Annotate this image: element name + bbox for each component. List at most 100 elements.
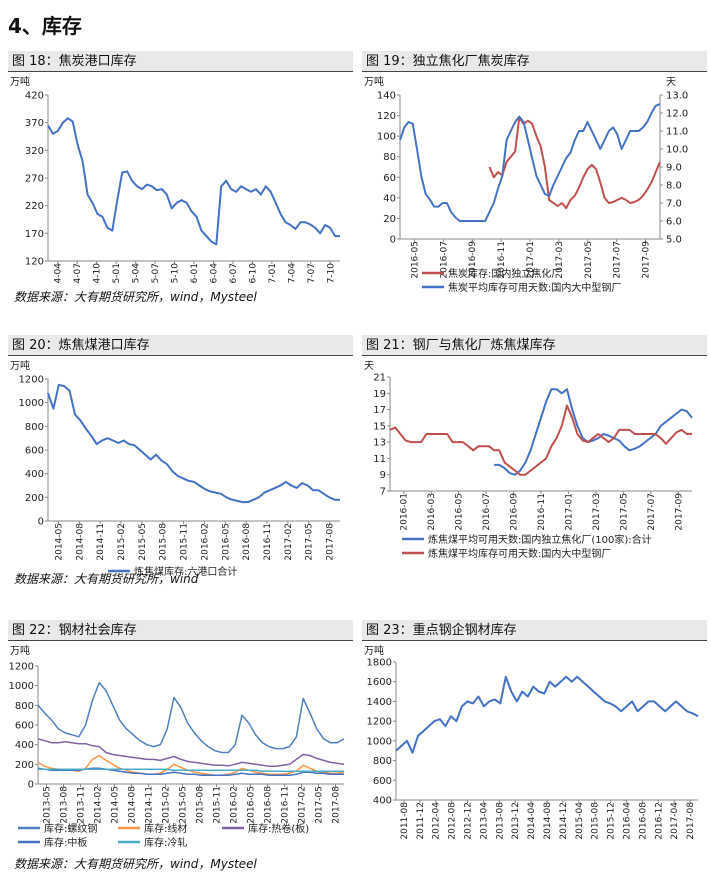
series-line-1	[37, 754, 345, 776]
x-tick-label: 2012-12	[464, 802, 474, 840]
y-tick-label: 60	[383, 173, 396, 184]
x-tick-label: 2016-07	[229, 263, 239, 283]
x-tick-label: 2012-08	[448, 802, 458, 840]
x-tick-label: 2016-05	[455, 493, 465, 531]
x-tick-label: 2014-07	[73, 263, 83, 283]
data-source: 数据来源：大有期货研究所，wind，Mysteel	[14, 857, 257, 871]
x-tick-label: 2017-07	[307, 263, 317, 283]
x-tick-label: 2015-10	[171, 263, 181, 283]
x-tick-label: 2015-11	[180, 523, 190, 561]
y-tick-label: 170	[25, 229, 44, 240]
x-tick-label: 2017-08	[686, 802, 696, 840]
y-tick-label: 9	[380, 470, 386, 481]
y-tick-label: 1000	[19, 398, 44, 409]
x-tick-label: 2014-11	[96, 523, 106, 561]
series-line-1	[399, 103, 661, 222]
x-tick-label: 2014-10	[93, 263, 103, 283]
y-tick-label: 800	[373, 756, 392, 767]
y-tick-label: 600	[373, 776, 392, 787]
x-tick-label: 2014-04	[54, 263, 64, 283]
x-tick-label: 2016-07	[439, 241, 449, 279]
section-title: 4、库存	[8, 14, 82, 38]
x-tick-label: 2015-02	[117, 523, 127, 561]
y-tick-label: 80	[383, 152, 396, 163]
y-tick-label: 270	[25, 174, 44, 185]
x-tick-label: 2015-11	[213, 786, 223, 824]
x-tick-label: 2014-08	[543, 802, 553, 840]
x-tick-label: 2016-12	[654, 802, 664, 840]
x-tick-label: 2017-09	[674, 493, 684, 531]
x-tick-label: 2017-05	[305, 523, 315, 561]
x-tick-label: 2014-02	[94, 786, 104, 824]
y-tick-label: 200	[25, 493, 44, 504]
y-tick-label: 320	[25, 146, 44, 157]
series-line-0	[47, 383, 340, 504]
x-tick-label: 2014-05	[111, 786, 121, 824]
x-tick-label: 2016-11	[281, 786, 291, 824]
x-tick-label: 2016-04	[209, 263, 219, 283]
y-tick-label: 20	[383, 214, 396, 225]
x-tick-label: 2014-08	[75, 523, 85, 561]
x-tick-label: 2017-04	[287, 263, 297, 283]
x-tick-label: 2017-02	[284, 523, 294, 561]
y-axis-unit: 万吨	[10, 644, 30, 657]
y-tick-label: 1600	[367, 677, 392, 688]
x-tick-label: 2014-04	[527, 802, 537, 840]
y-tick-label: 17	[373, 405, 386, 416]
y-tick-label: 1200	[19, 375, 44, 386]
series-line-1	[389, 404, 692, 476]
y-tick-label: 19	[373, 389, 386, 400]
x-tick-label: 2015-05	[138, 523, 148, 561]
y-tick-label: 21	[373, 373, 386, 384]
x-tick-label: 2016-10	[248, 263, 258, 283]
y2-tick-label: 11.0	[666, 127, 688, 138]
chart-title: 图 22：钢材社会库存	[8, 620, 353, 641]
chart-panel-20: 图 20：炼焦煤港口库存 万吨 1200 1000 800 600 400 200 0 2014…	[8, 335, 353, 578]
x-tick-label: 2016-05	[410, 241, 420, 279]
chart-panel-21: 图 21：钢厂与焦化厂炼焦煤库存 天 21 19 17 15 13 11 9 7 2016-01 2…	[362, 335, 707, 567]
x-tick-label: 2016-11	[497, 241, 507, 279]
y2-tick-label: 12.0	[666, 109, 688, 120]
x-tick-label: 2014-11	[145, 786, 155, 824]
legend-label: 焦炭平均库存可用天数:国内大中型钢厂	[448, 281, 621, 294]
y2-tick-label: 8.0	[666, 181, 682, 192]
y2-tick-label: 10.0	[666, 145, 688, 156]
chart-title: 图 21：钢厂与焦化厂炼焦煤库存	[362, 335, 707, 356]
x-tick-label: 2017-05	[619, 493, 629, 531]
y-axis-unit: 天	[364, 361, 374, 372]
legend-label: 炼焦煤平均可用天数:国内独立焦化厂(100家):合计	[428, 533, 652, 546]
x-tick-label: 2017-03	[592, 493, 602, 531]
chart-21: 天21 19 17 15 13 11 9 7 2016-01 2016-03 2016-05 2016…	[364, 361, 693, 560]
y-tick-label: 120	[377, 111, 396, 122]
series-line-2	[37, 738, 345, 768]
y-tick-label: 40	[383, 193, 396, 204]
chart-panel-23: 图 23：重点钢企钢材库存 万吨 1800 1600 1400 1200 1000 800 6…	[362, 620, 707, 850]
chart-20: 万吨 1200 1000 800 600 400 200 0 2014-05 2014-08 201…	[10, 359, 340, 578]
x-tick-label: 2016-08	[242, 523, 252, 561]
y-tick-label: 400	[373, 796, 392, 807]
x-tick-label: 2016-04	[622, 802, 632, 840]
x-tick-label: 2015-12	[607, 802, 617, 840]
series-line-0	[47, 117, 340, 246]
y-tick-label: 1200	[367, 717, 392, 728]
series-line-0	[37, 681, 345, 754]
legend-label: 焦炭库存:国内独立焦化厂	[448, 267, 561, 280]
data-source: 数据来源：大有期货研究所，wind，Mysteel	[14, 290, 257, 304]
y-tick-label: 15	[373, 421, 386, 432]
y-tick-label: 800	[25, 422, 44, 433]
x-tick-label: 2017-04	[670, 802, 680, 840]
x-tick-label: 2013-08	[60, 786, 70, 824]
x-tick-label: 2015-04	[132, 263, 142, 283]
y-tick-label: 0	[38, 517, 44, 528]
chart-22: 万吨 1200 1000 800 600 400 200 0 2013-05 2013-08 201…	[9, 644, 345, 849]
x-tick-label: 2015-01	[112, 263, 122, 283]
x-tick-label: 2013-12	[511, 802, 521, 840]
x-tick-label: 2017-10	[326, 263, 336, 283]
y-tick-label: 1000	[9, 681, 34, 692]
chart-panel-18: 图 18：焦炭港口库存 万吨 420 370 320 270 220 170 120 2014-…	[8, 51, 353, 283]
x-tick-label: 2017-01	[268, 263, 278, 283]
x-tick-label: 2017-05	[584, 241, 594, 279]
y2-axis-unit: 天	[666, 77, 676, 88]
x-tick-label: 2016-08	[264, 786, 274, 824]
y-tick-label: 1800	[367, 658, 392, 669]
